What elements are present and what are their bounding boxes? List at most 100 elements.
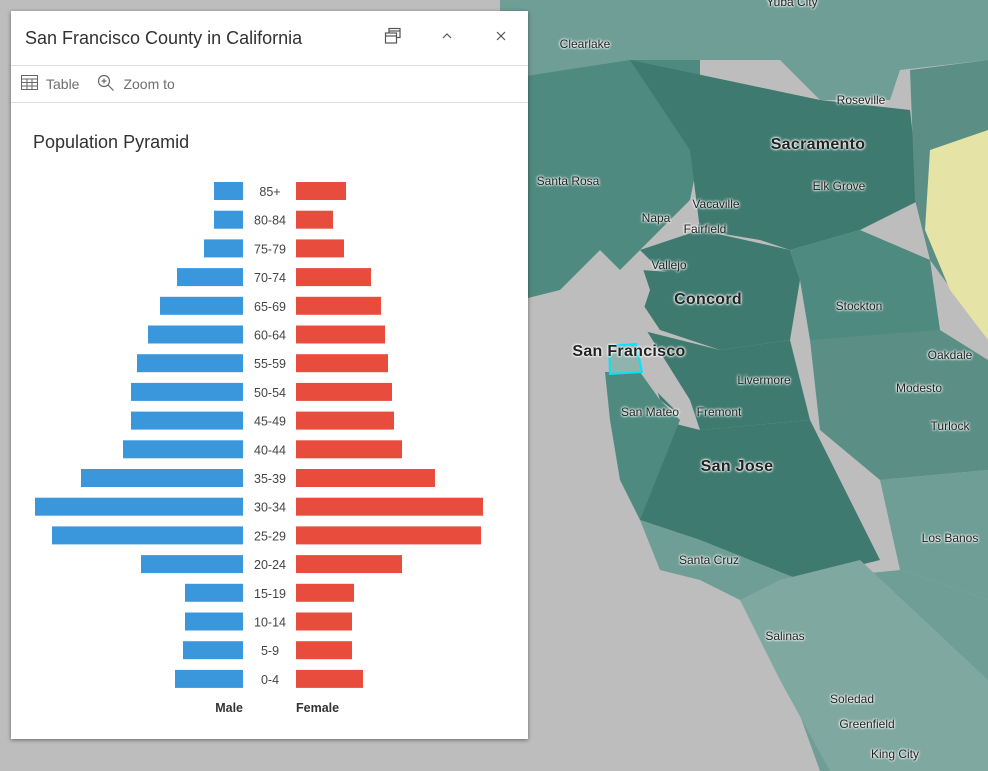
age-label: 70-74 xyxy=(254,271,286,285)
map-label: Clearlake xyxy=(559,37,611,51)
bar-female-45-49 xyxy=(296,411,394,430)
bar-male-10-14 xyxy=(185,612,243,631)
map-label: Vallejo xyxy=(651,258,687,272)
age-label: 30-34 xyxy=(254,501,286,515)
table-icon xyxy=(21,75,38,93)
county-sanjoaquin xyxy=(790,230,940,350)
bar-male-15-19 xyxy=(185,583,243,602)
age-label: 75-79 xyxy=(254,242,286,256)
bar-male-0-4 xyxy=(175,669,243,688)
legend-male: Male xyxy=(215,701,243,715)
land-north xyxy=(500,0,988,100)
map-label: Oakdale xyxy=(927,348,973,362)
bar-female-40-44 xyxy=(296,440,402,459)
map-label: San Francisco xyxy=(572,343,686,360)
map-label: San Jose xyxy=(700,458,774,475)
map-label: Santa Rosa xyxy=(536,174,600,188)
bar-female-50-54 xyxy=(296,382,392,401)
close-icon xyxy=(495,29,507,47)
bar-female-65-69 xyxy=(296,296,381,315)
bar-male-55-59 xyxy=(137,354,243,373)
map-label: Soledad xyxy=(829,692,875,706)
legend-female: Female xyxy=(296,701,339,715)
map-label: Elk Grove xyxy=(812,179,866,193)
bar-female-25-29 xyxy=(296,526,481,545)
bar-male-60-64 xyxy=(148,325,243,344)
bar-female-35-39 xyxy=(296,469,435,487)
close-button[interactable] xyxy=(474,18,528,58)
map-label: San Mateo xyxy=(620,405,680,419)
popup-title: San Francisco County in California xyxy=(25,27,303,48)
map-label: King City xyxy=(870,747,920,761)
bar-female-5-9 xyxy=(296,641,352,660)
population-pyramid-chart: 85+ 80-84 75-79 70-74 65-69 60-64 55-59 50-54 45… xyxy=(35,182,483,715)
map-label: Salinas xyxy=(765,629,805,643)
chart-title: Population Pyramid xyxy=(33,132,190,152)
bar-female-20-24 xyxy=(296,555,402,574)
county-merced xyxy=(880,470,988,600)
map-label: Napa xyxy=(641,211,671,225)
age-label: 85+ xyxy=(259,185,280,199)
san-francisco-highlight[interactable] xyxy=(607,342,644,376)
bar-male-25-29 xyxy=(52,526,243,545)
map-label: Fremont xyxy=(696,405,742,419)
map-label: Turlock xyxy=(930,419,970,433)
bay-water xyxy=(615,260,700,430)
age-label: 60-64 xyxy=(254,329,286,343)
bar-male-20-24 xyxy=(141,555,243,574)
age-label: 5-9 xyxy=(261,644,279,658)
age-label: 40-44 xyxy=(254,443,286,457)
bar-female-75-79 xyxy=(296,239,344,258)
dock-button[interactable] xyxy=(366,18,420,58)
popup-panel: San Francisco County in California Table… xyxy=(11,11,528,739)
collapse-button[interactable] xyxy=(420,18,474,58)
zoom-to-button[interactable]: Zoom to xyxy=(97,74,175,95)
table-button[interactable]: Table xyxy=(21,75,79,93)
county-low xyxy=(925,130,988,340)
bar-male-50-54 xyxy=(131,382,243,401)
bar-female-10-14 xyxy=(296,612,352,631)
bar-female-60-64 xyxy=(296,325,385,344)
age-label: 15-19 xyxy=(254,587,286,601)
map-label: Modesto xyxy=(895,381,943,395)
map-label: Vacaville xyxy=(692,197,740,211)
map-label: Concord xyxy=(674,291,742,308)
popup-toolbar: Table Zoom to xyxy=(11,66,528,103)
bar-male-75-79 xyxy=(204,239,243,258)
bar-female-0-4 xyxy=(296,669,363,688)
bar-male-5-9 xyxy=(183,641,243,660)
age-label: 80-84 xyxy=(254,214,286,228)
map-label: Livermore xyxy=(737,373,791,387)
county-stanislaus xyxy=(810,330,988,480)
age-label: 25-29 xyxy=(254,529,286,543)
map-label: Stockton xyxy=(835,299,883,313)
age-label: 0-4 xyxy=(261,673,279,687)
bar-male-80-84 xyxy=(214,210,243,229)
age-label: 65-69 xyxy=(254,300,286,314)
bar-female-70-74 xyxy=(296,268,371,287)
county-monterey xyxy=(740,560,988,771)
bar-male-35-39 xyxy=(81,469,243,487)
age-label: 35-39 xyxy=(254,472,286,486)
dock-icon xyxy=(384,27,402,50)
map-label: Yuba City xyxy=(766,0,818,9)
county-santaclara xyxy=(620,410,880,580)
county-sacramento xyxy=(630,60,920,250)
bar-male-65-69 xyxy=(160,296,243,315)
map-label: Sacramento xyxy=(770,136,866,153)
map-label: Santa Cruz xyxy=(678,553,740,567)
age-label: 45-49 xyxy=(254,415,286,429)
county-solano xyxy=(640,230,800,280)
bar-female-15-19 xyxy=(296,583,354,602)
chevron-up-icon xyxy=(441,29,453,47)
bar-male-40-44 xyxy=(123,440,243,459)
bar-male-45-49 xyxy=(131,411,243,430)
county-contracosta xyxy=(640,270,800,350)
bar-female-85+ xyxy=(296,182,346,200)
table-label: Table xyxy=(46,76,80,92)
map-label: Greenfield xyxy=(839,717,895,731)
bar-male-30-34 xyxy=(35,497,243,516)
bar-female-80-84 xyxy=(296,210,333,229)
land-northbay xyxy=(500,60,700,300)
